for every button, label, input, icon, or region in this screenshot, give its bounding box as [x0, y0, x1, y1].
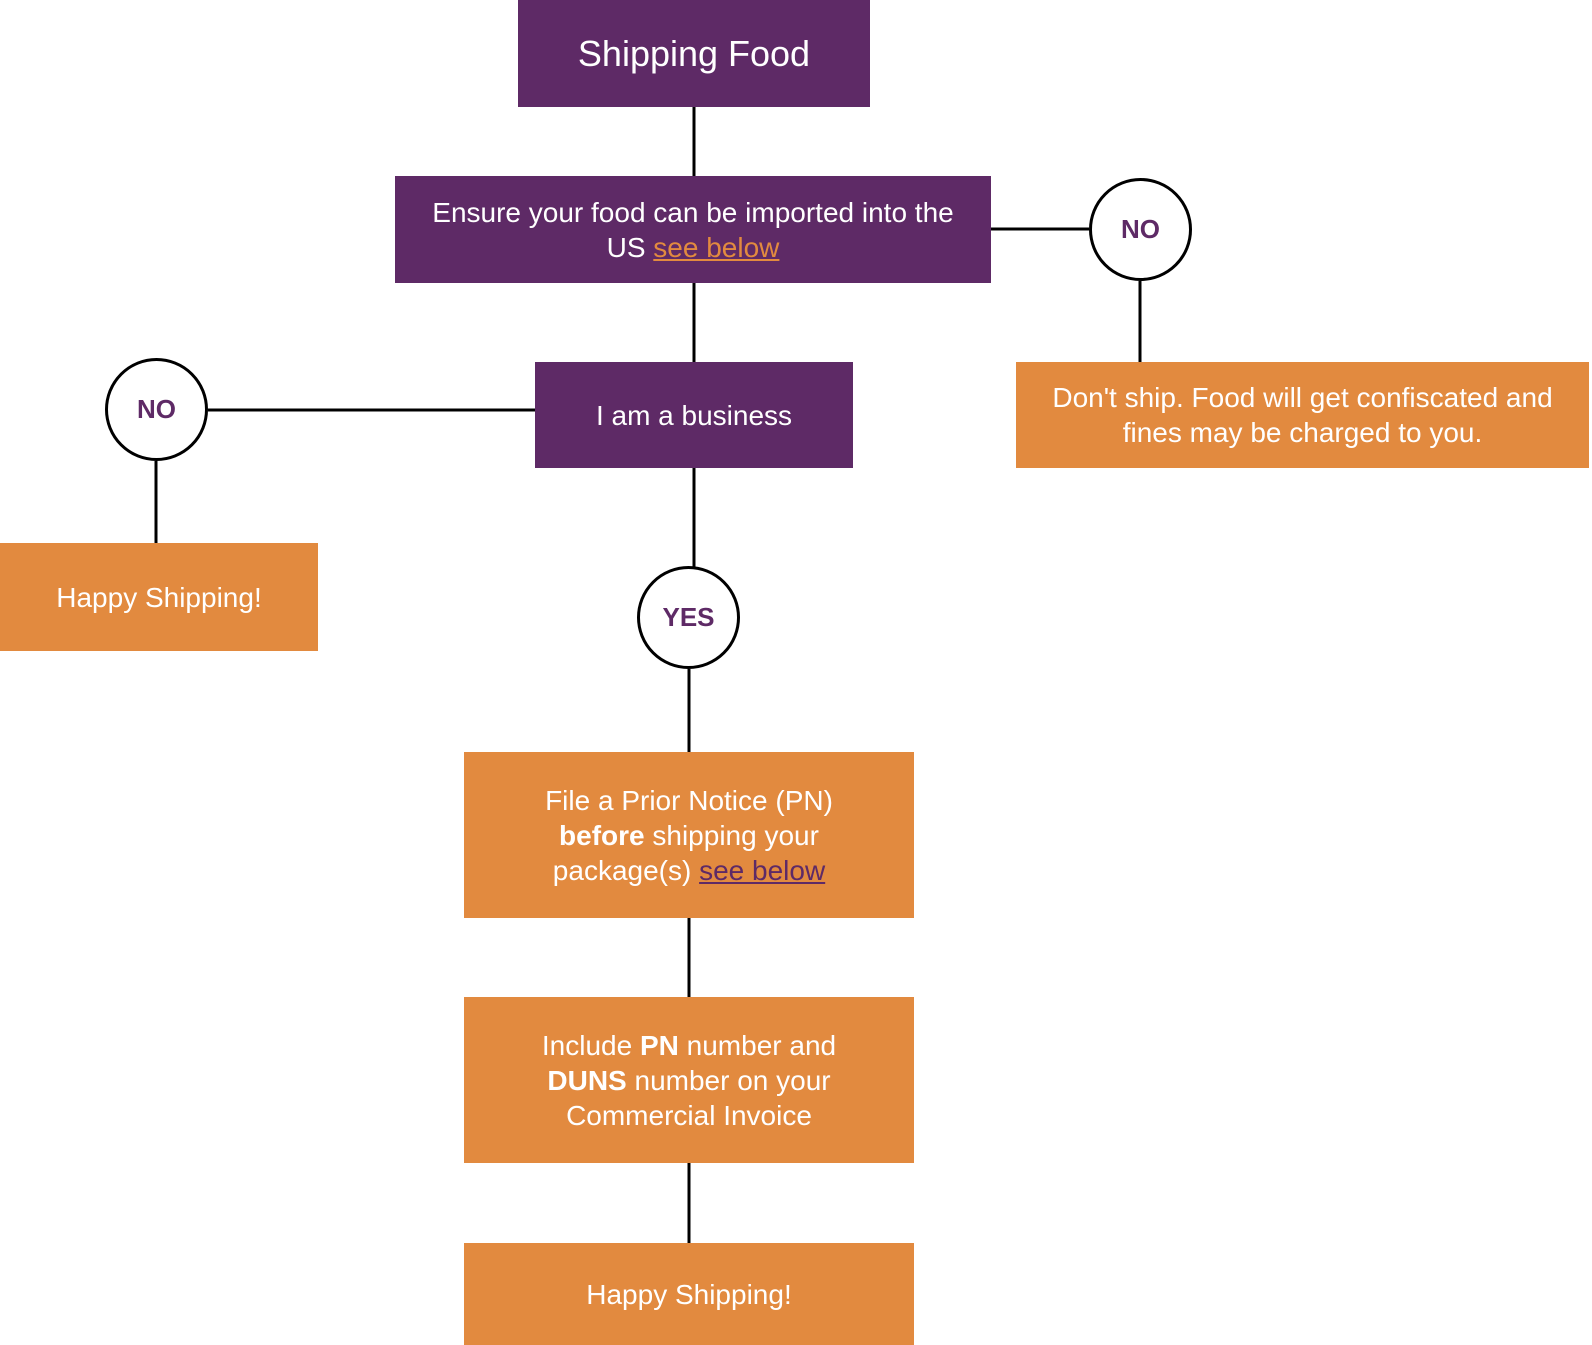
node-prior-notice: File a Prior Notice (PN) before shipping… — [464, 752, 914, 918]
node-ensure-import: Ensure your food can be imported into th… — [395, 176, 991, 283]
ensure-text: Ensure your food can be imported into th… — [425, 195, 961, 265]
prior-notice-see-below-link[interactable]: see below — [699, 855, 825, 886]
decision-not-business: NO — [105, 358, 208, 461]
node-happy-shipping-bottom: Happy Shipping! — [464, 1243, 914, 1345]
node-happy-shipping-left: Happy Shipping! — [0, 543, 318, 651]
prior-notice-text: File a Prior Notice (PN) before shipping… — [504, 783, 874, 888]
ensure-see-below-link[interactable]: see below — [653, 232, 779, 263]
decision-yes-business: YES — [637, 566, 740, 669]
node-include-pn-duns: Include PN number and DUNS number on you… — [464, 997, 914, 1163]
node-dont-ship: Don't ship. Food will get confiscated an… — [1016, 362, 1589, 468]
title-text: Shipping Food — [578, 31, 810, 76]
include-pn-text: Include PN number and DUNS number on you… — [504, 1028, 874, 1133]
decision-no-import: NO — [1089, 178, 1192, 281]
node-business: I am a business — [535, 362, 853, 468]
node-title: Shipping Food — [518, 0, 870, 107]
